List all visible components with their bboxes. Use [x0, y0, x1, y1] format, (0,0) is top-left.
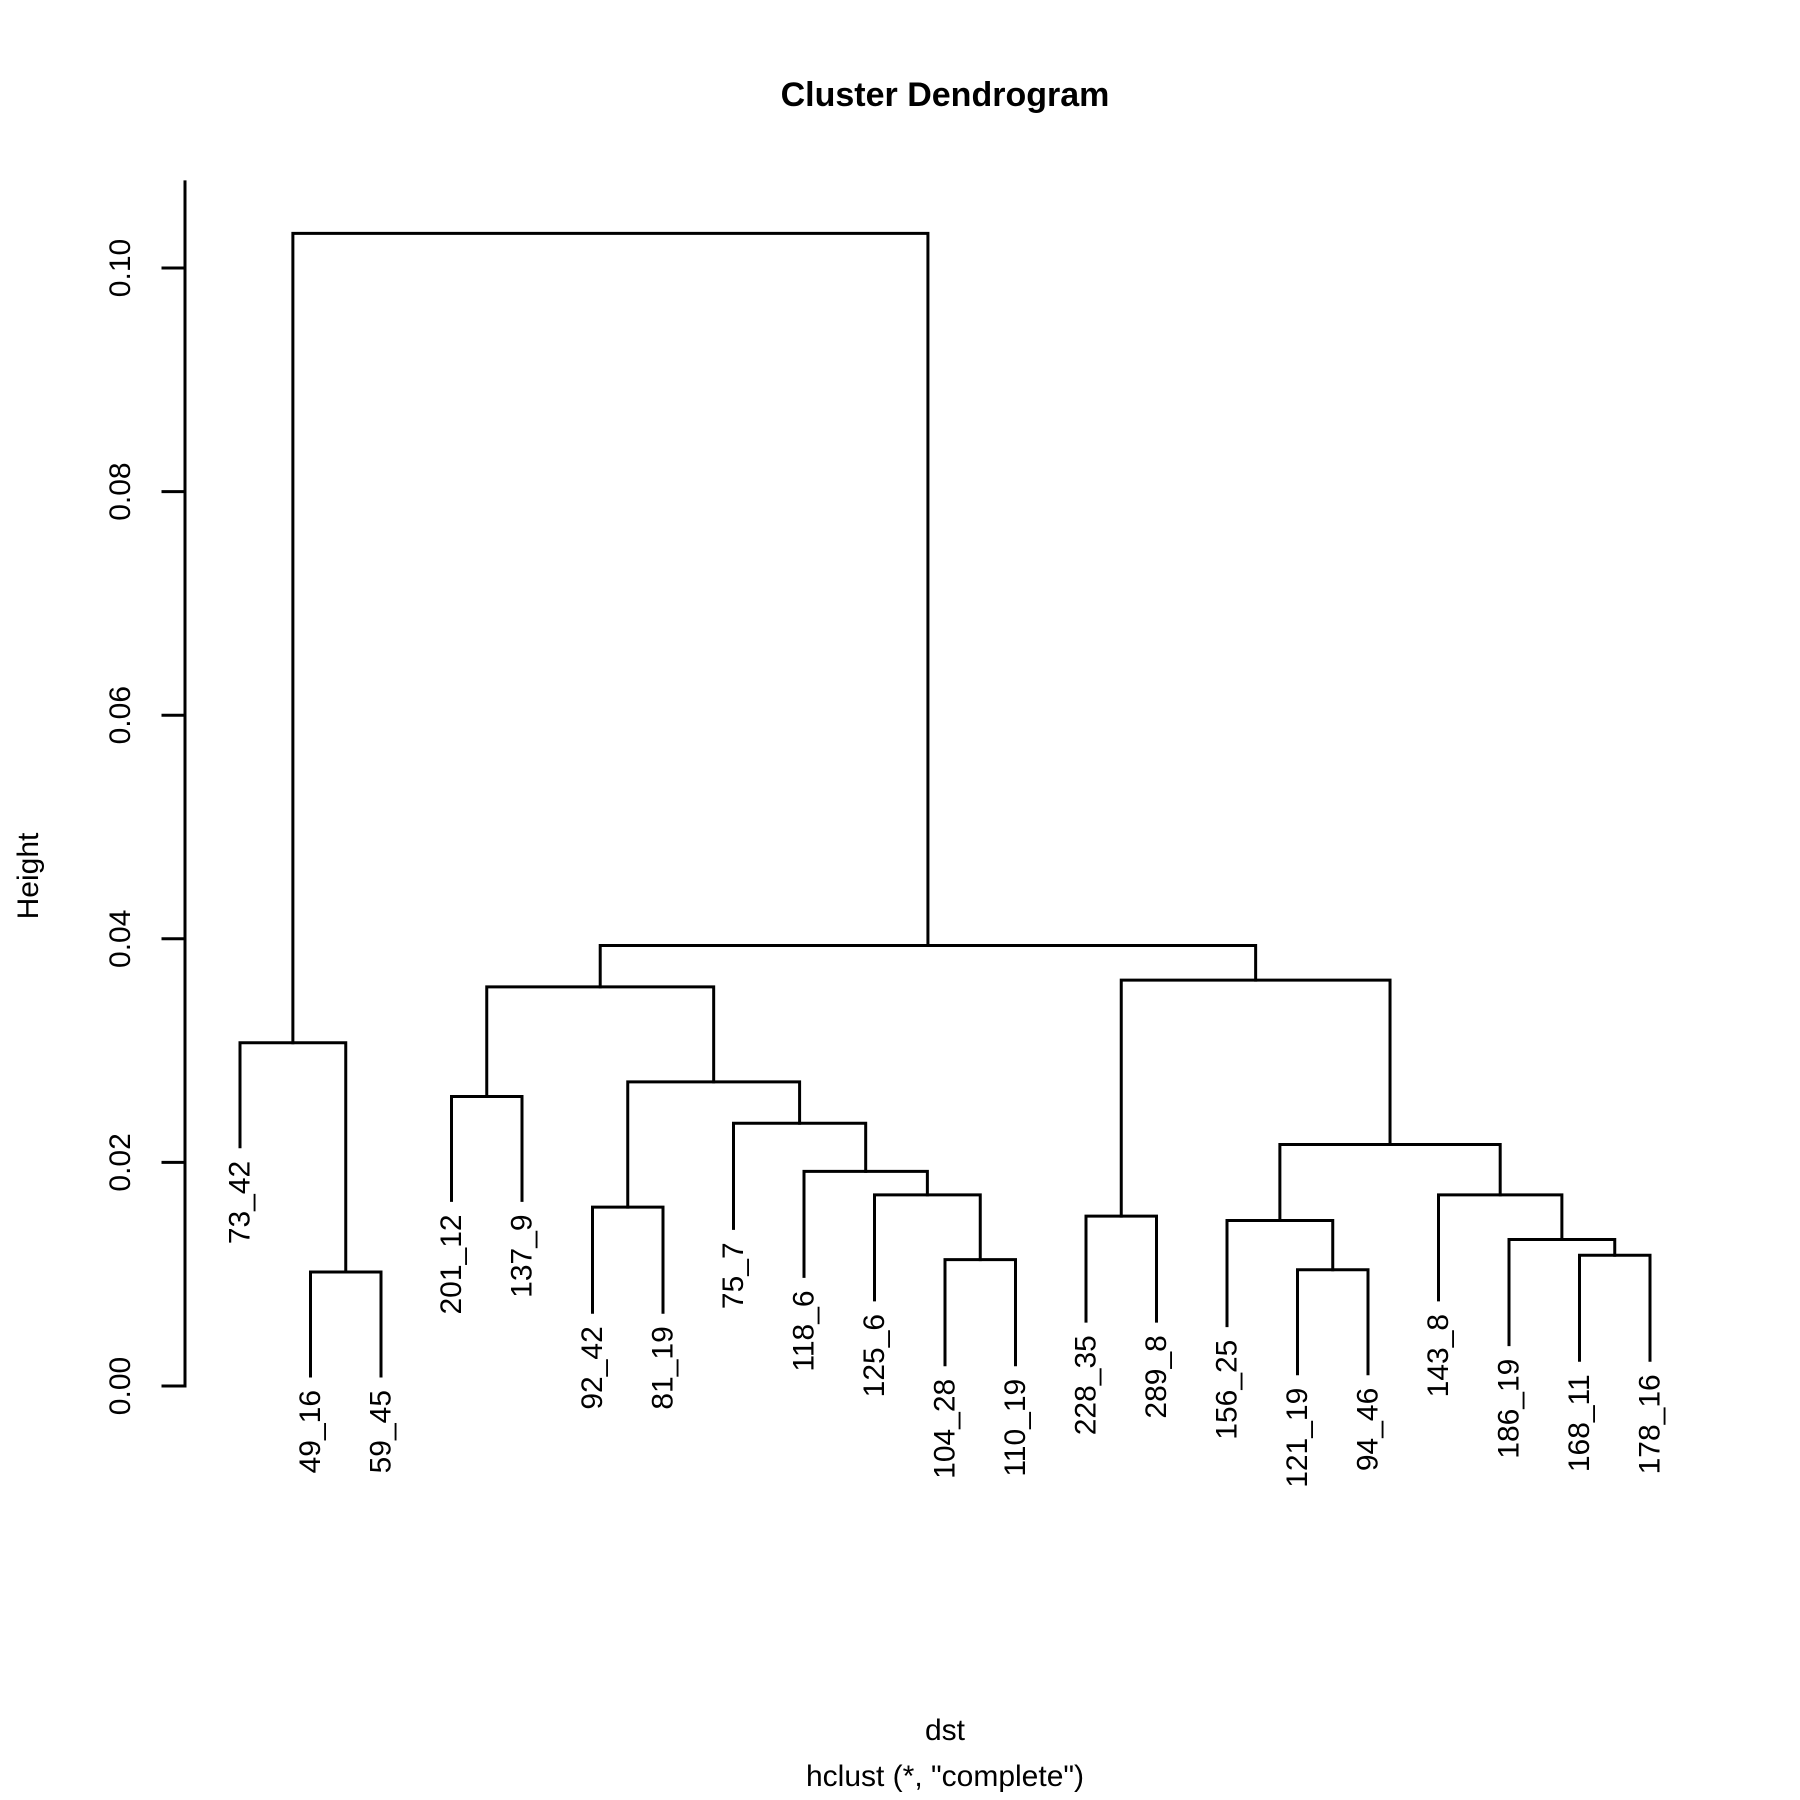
leaf-label: 178_16 [1634, 1374, 1667, 1474]
leaf-label: 121_19 [1281, 1388, 1314, 1488]
leaf-label: 168_11 [1563, 1374, 1596, 1472]
y-tick-label: 0.04 [104, 910, 137, 968]
leaf-label: 125_6 [858, 1314, 891, 1397]
leaf-label: 81_19 [647, 1326, 680, 1409]
merge-link [1084, 1214, 1158, 1323]
leaf-label: 94_46 [1352, 1388, 1385, 1471]
y-tick-label: 0.08 [104, 462, 137, 520]
merge-link [591, 1205, 665, 1314]
merge-link [1225, 1219, 1335, 1328]
merge-link [873, 1193, 982, 1302]
merge-link [1578, 1253, 1652, 1362]
chart-title: Cluster Dendrogram [781, 76, 1110, 114]
x-axis-subtitle: hclust (*, "complete") [806, 1760, 1084, 1793]
leaf-label: 228_35 [1070, 1335, 1103, 1435]
merge-link [626, 1080, 802, 1209]
leaf-label: 73_42 [224, 1161, 257, 1244]
y-tick-label: 0.00 [104, 1357, 137, 1415]
leaf-labels: 73_42 49_16 59_45 201_12 137_9 92_42 81_19 75_7… [224, 1161, 1667, 1488]
leaf-label: 118_6 [788, 1290, 821, 1371]
leaf-label: 201_12 [435, 1214, 468, 1314]
merge-link [943, 1258, 1017, 1367]
merge-link [309, 1270, 383, 1378]
leaf-label: 49_16 [294, 1390, 327, 1473]
x-axis-label: dst [925, 1714, 966, 1747]
y-tick-label: 0.02 [104, 1133, 137, 1191]
y-axis-label: Height [12, 832, 45, 919]
y-tick-label: 0.06 [104, 686, 137, 744]
leaf-label: 156_25 [1211, 1340, 1244, 1440]
merge-link [1278, 1143, 1502, 1223]
leaf-label: 92_42 [576, 1326, 609, 1409]
merge-link [802, 1169, 929, 1278]
merge-link [450, 1094, 524, 1202]
y-axis: 0.00 0.02 0.04 0.06 0.08 0.10 [104, 180, 187, 1415]
leaf-label: 137_9 [506, 1214, 539, 1297]
merge-link [1119, 978, 1392, 1218]
merge-link [485, 985, 716, 1098]
y-tick-label: 0.10 [104, 239, 137, 297]
merge-link [291, 231, 930, 1045]
leaf-label: 59_45 [365, 1390, 398, 1473]
merge-link [732, 1121, 868, 1230]
leaf-label: 75_7 [717, 1242, 750, 1309]
dendrogram-links [238, 231, 1652, 1378]
leaf-label: 289_8 [1140, 1335, 1173, 1418]
leaf-label: 110_19 [999, 1379, 1032, 1477]
leaf-label: 104_28 [929, 1379, 962, 1479]
merge-link [1437, 1193, 1564, 1302]
merge-link [1296, 1268, 1370, 1376]
leaf-label: 143_8 [1422, 1314, 1455, 1397]
leaf-label: 186_19 [1493, 1359, 1526, 1459]
